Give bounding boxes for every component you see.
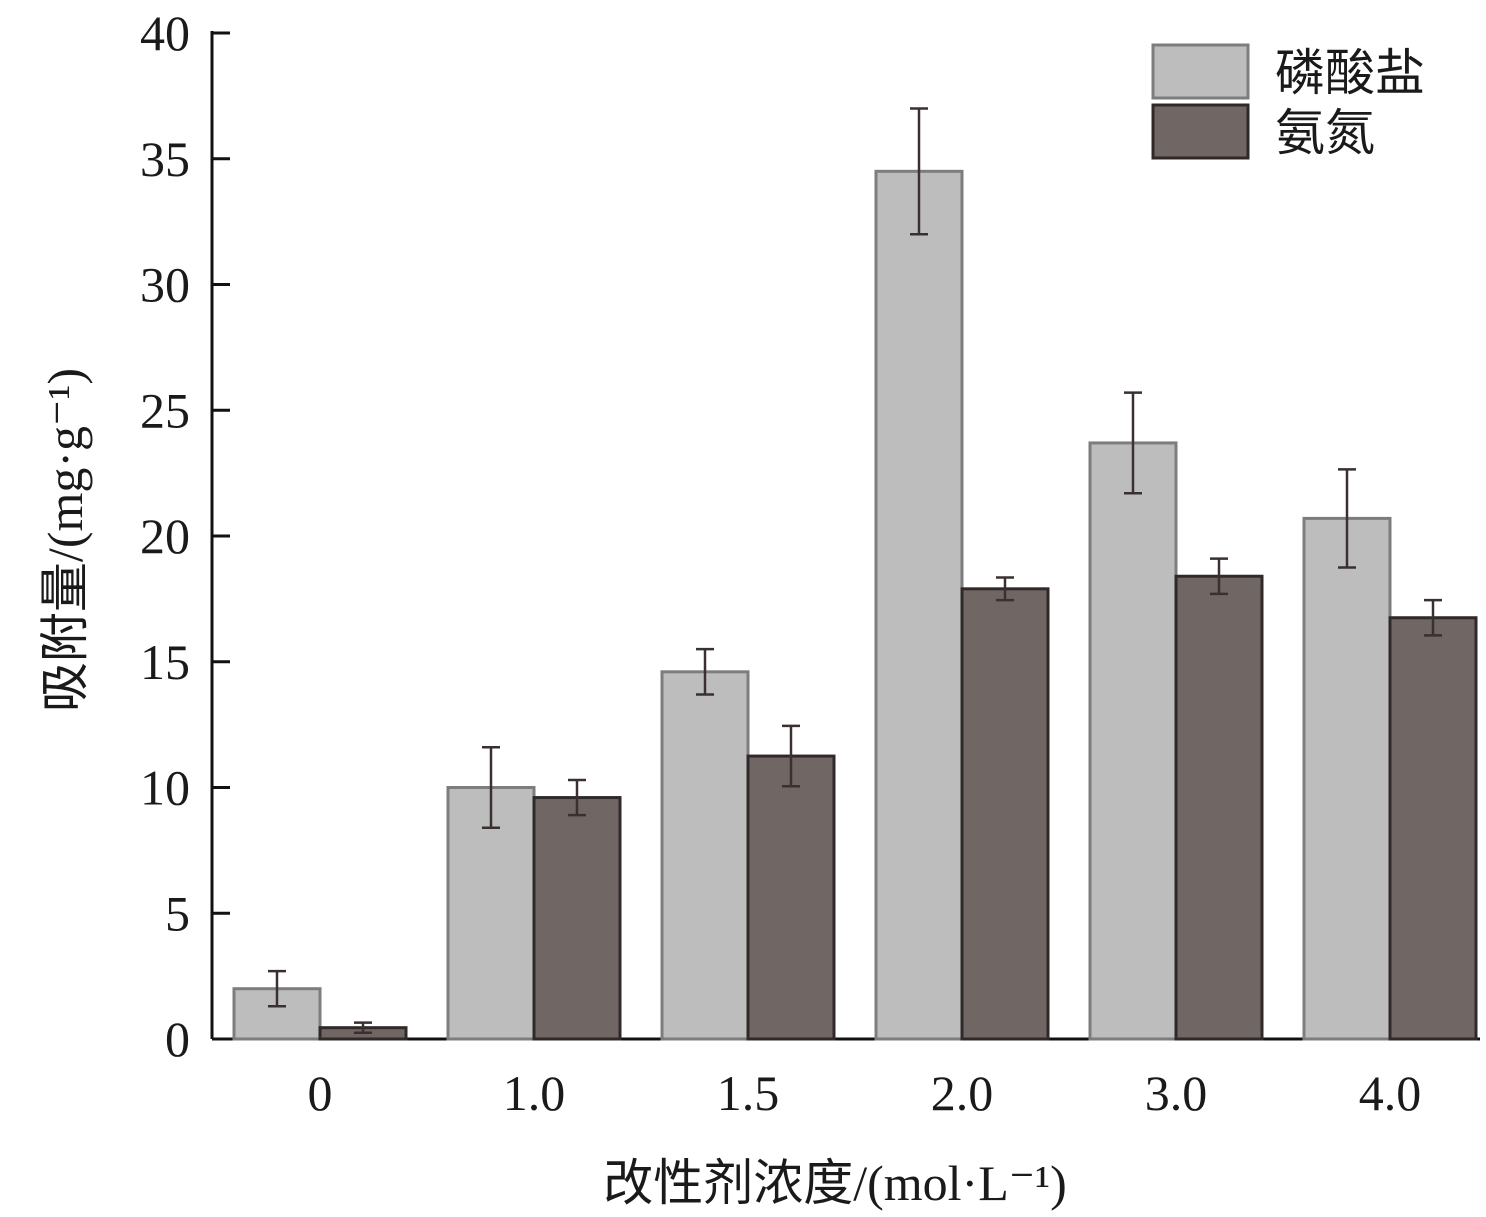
axes: 0 5 10 15 20 25 30 35 40 0 1.0 1.5 2.0 3.0 4.0	[140, 5, 1480, 1121]
y-tick-label: 10	[140, 760, 190, 816]
y-tick-label: 15	[140, 634, 190, 690]
bar-ammonia	[1174, 574, 1264, 1041]
y-axis-label: 吸附量/(mg·g⁻¹)	[37, 368, 93, 712]
legend-label: 磷酸盐	[1275, 45, 1425, 101]
x-tick-label: 1.0	[503, 1065, 566, 1121]
bar-ammonia	[746, 754, 836, 1041]
bar-phosphate	[660, 670, 750, 1041]
legend-swatch	[1151, 43, 1250, 100]
bars	[232, 107, 1478, 1041]
y-tick-label: 20	[140, 508, 190, 564]
bar-phosphate	[1088, 441, 1178, 1041]
x-tick-label: 3.0	[1145, 1065, 1208, 1121]
legend-label: 氨氮	[1275, 105, 1375, 161]
legend-swatch	[1151, 103, 1250, 160]
bar-phosphate	[874, 169, 964, 1041]
bar-ammonia	[532, 796, 622, 1041]
x-tick-label: 1.5	[717, 1065, 780, 1121]
bar-phosphate	[1302, 516, 1392, 1041]
x-axis-label: 改性剂浓度/(mol·L⁻¹)	[603, 1155, 1067, 1211]
y-tick-label: 25	[140, 382, 190, 438]
y-tick-label: 5	[165, 885, 190, 941]
y-tick-label: 40	[140, 5, 190, 61]
y-tick-label: 30	[140, 257, 190, 313]
x-tick-label: 2.0	[931, 1065, 994, 1121]
bar-ammonia	[1388, 616, 1478, 1041]
bar-phosphate	[446, 786, 536, 1041]
x-tick-label: 4.0	[1359, 1065, 1422, 1121]
y-tick-label: 0	[165, 1011, 190, 1067]
bar-ammonia	[960, 587, 1050, 1041]
x-tick-label: 0	[308, 1065, 333, 1121]
y-tick-label: 35	[140, 131, 190, 187]
